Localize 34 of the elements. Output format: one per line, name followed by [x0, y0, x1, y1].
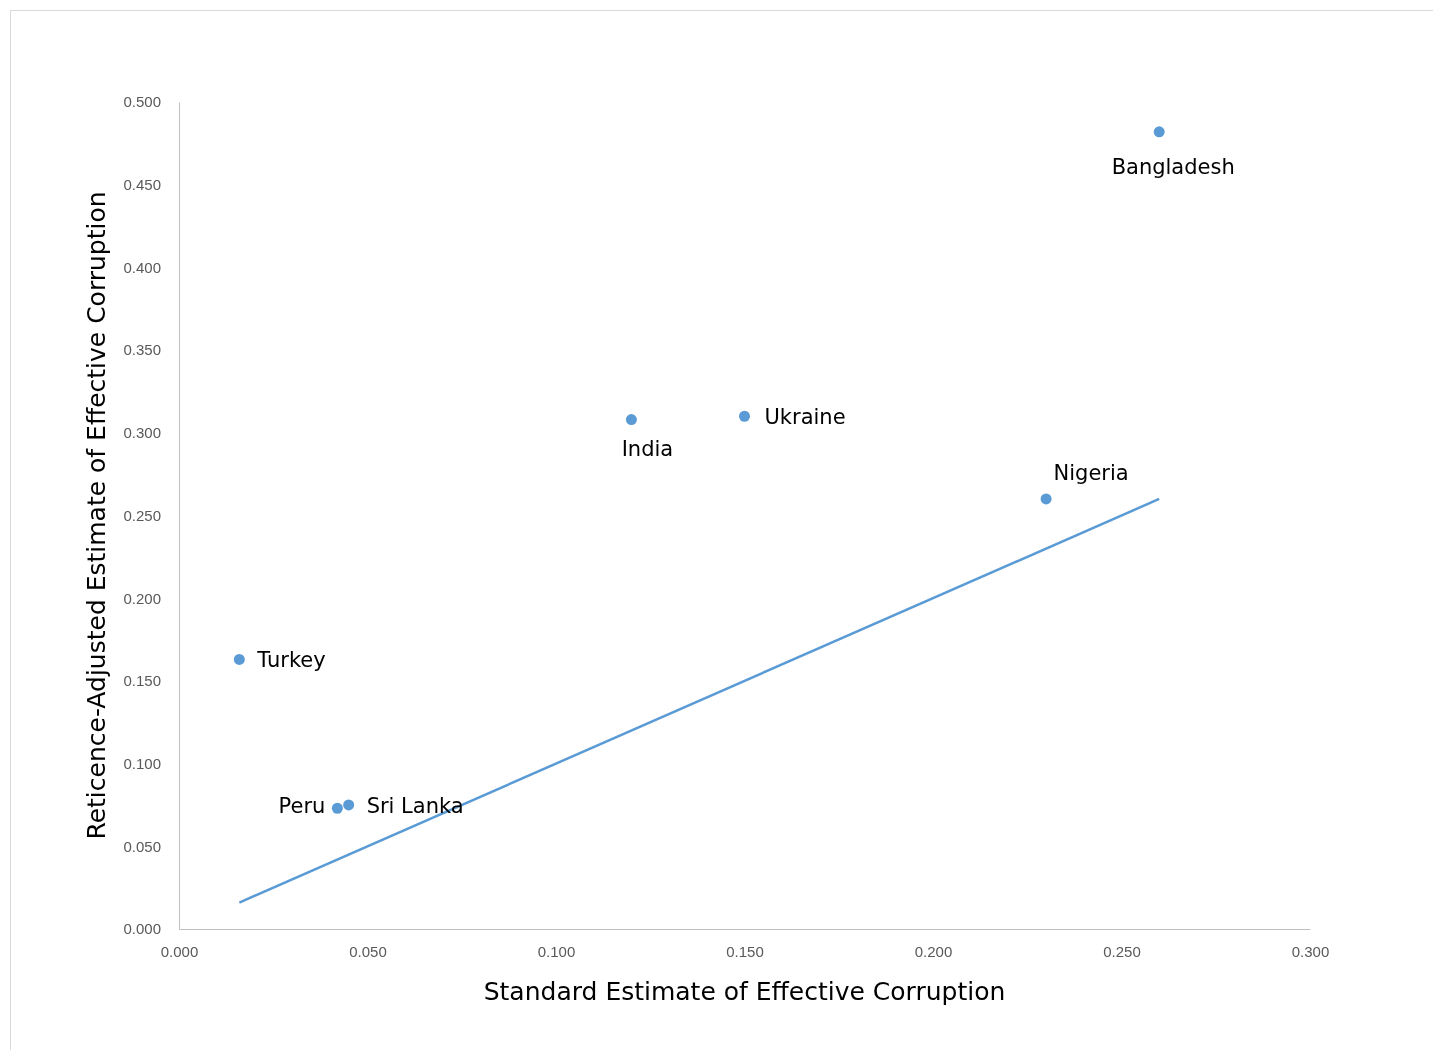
point [739, 410, 750, 422]
y-tick-label: 0.200 [123, 589, 161, 607]
y-axis-title: Reticence-Adjusted Estimate of Effective Corruption [82, 191, 111, 840]
y-tick-label: 0.350 [123, 341, 161, 359]
y-tick-label: 0.000 [123, 920, 161, 938]
point [233, 653, 245, 665]
x-tick-label: 0.000 [160, 942, 199, 960]
annotation: India [621, 436, 674, 461]
annotation: Peru [278, 794, 326, 819]
x-tick-label: 0.100 [537, 942, 576, 960]
y-tick-label: 0.400 [123, 258, 161, 276]
y-tick-label: 0.100 [123, 754, 161, 772]
point [1153, 126, 1165, 138]
x-tick-label: 0.150 [726, 942, 764, 960]
annotation: Sri Lanka [366, 793, 464, 818]
x-tick-label: 0.300 [1291, 942, 1330, 960]
y-tick-label: 0.300 [123, 424, 161, 442]
point [331, 802, 343, 814]
point [625, 414, 637, 426]
annotation: Ukraine [764, 405, 846, 430]
x-axis-title: Standard Estimate of Effective Corruption [483, 977, 1006, 1006]
x-tick-label: 0.200 [914, 942, 953, 960]
annotation: Bangladesh [1111, 154, 1235, 179]
point [1040, 493, 1052, 505]
point [343, 799, 355, 811]
y-tick-label: 0.500 [123, 93, 161, 111]
y-tick-label: 0.450 [123, 176, 161, 193]
y-tick-label: 0.150 [123, 672, 161, 690]
y-tick-label: 0.050 [123, 837, 161, 855]
x-tick-label: 0.250 [1103, 942, 1141, 960]
y-tick-label: 0.250 [123, 506, 161, 524]
x-tick-label: 0.050 [349, 942, 387, 960]
annotation: Turkey [256, 648, 326, 673]
annotation: Nigeria [1053, 460, 1129, 485]
